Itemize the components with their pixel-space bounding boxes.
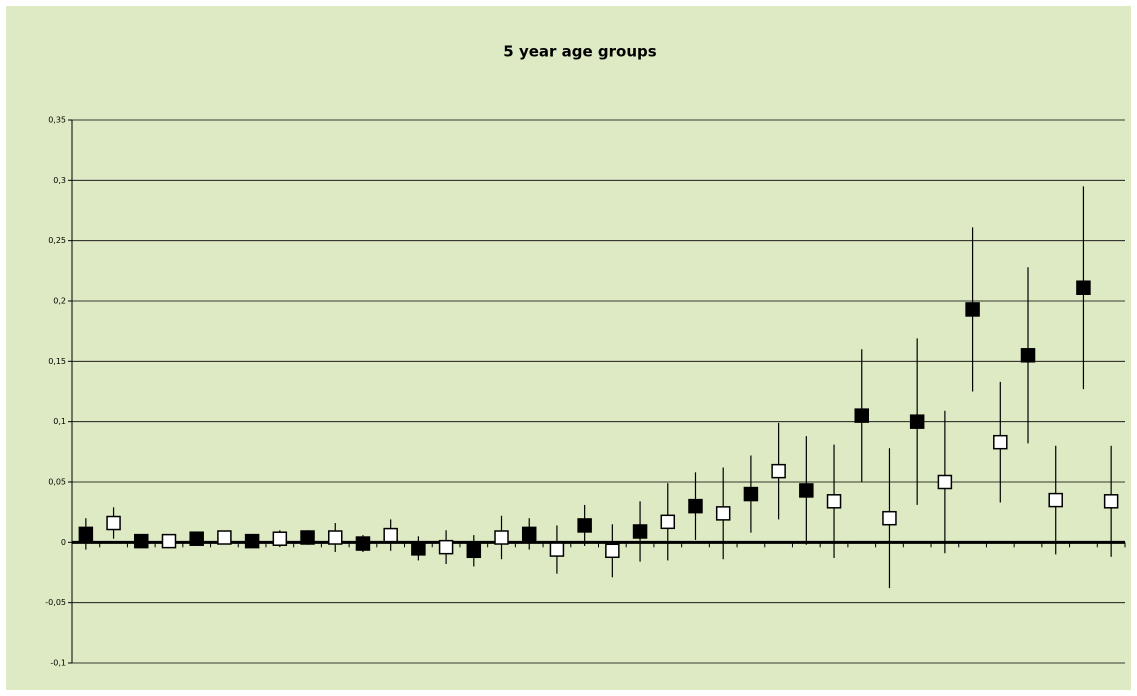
marker	[189, 531, 204, 546]
marker	[605, 543, 620, 559]
marker	[688, 498, 703, 514]
marker	[411, 541, 426, 556]
y-tick-label: 0,35	[48, 116, 66, 125]
marker	[771, 463, 786, 479]
marker	[799, 483, 814, 498]
marker	[993, 434, 1008, 450]
marker	[1020, 348, 1036, 363]
y-tick-label: 0	[61, 538, 66, 547]
marker	[826, 494, 842, 509]
marker	[328, 530, 343, 545]
marker	[383, 527, 398, 543]
marker	[965, 302, 980, 317]
marker	[244, 533, 260, 549]
marker	[134, 533, 149, 549]
chart-area	[6, 6, 1131, 690]
marker	[1048, 492, 1063, 508]
marker	[466, 543, 482, 559]
marker	[937, 474, 953, 490]
marker	[272, 531, 288, 546]
y-tick-label: -0,05	[45, 598, 66, 607]
marker	[521, 526, 537, 542]
marker	[106, 515, 121, 531]
marker	[1076, 280, 1091, 295]
y-tick-label: 0,15	[48, 357, 66, 366]
marker	[632, 524, 648, 539]
y-tick-label: -0,1	[50, 659, 66, 668]
marker	[300, 530, 315, 545]
marker	[577, 518, 592, 533]
marker	[161, 533, 177, 549]
marker	[438, 539, 454, 555]
y-tick-label: 0,1	[53, 417, 66, 426]
marker	[1103, 494, 1119, 509]
marker	[78, 526, 94, 542]
marker	[549, 542, 565, 557]
marker	[355, 536, 371, 551]
marker	[217, 530, 232, 545]
y-tick-label: 0,25	[48, 236, 66, 245]
marker	[494, 530, 509, 545]
marker	[909, 414, 925, 429]
y-tick-label: 0,3	[53, 176, 66, 185]
marker	[660, 514, 676, 530]
marker	[715, 506, 731, 521]
chart-title: 5 year age groups	[503, 43, 656, 61]
marker	[854, 408, 869, 423]
marker	[743, 486, 759, 502]
y-tick-label: 0,2	[53, 297, 66, 306]
marker	[882, 510, 897, 526]
y-tick-label: 0,05	[48, 478, 66, 487]
